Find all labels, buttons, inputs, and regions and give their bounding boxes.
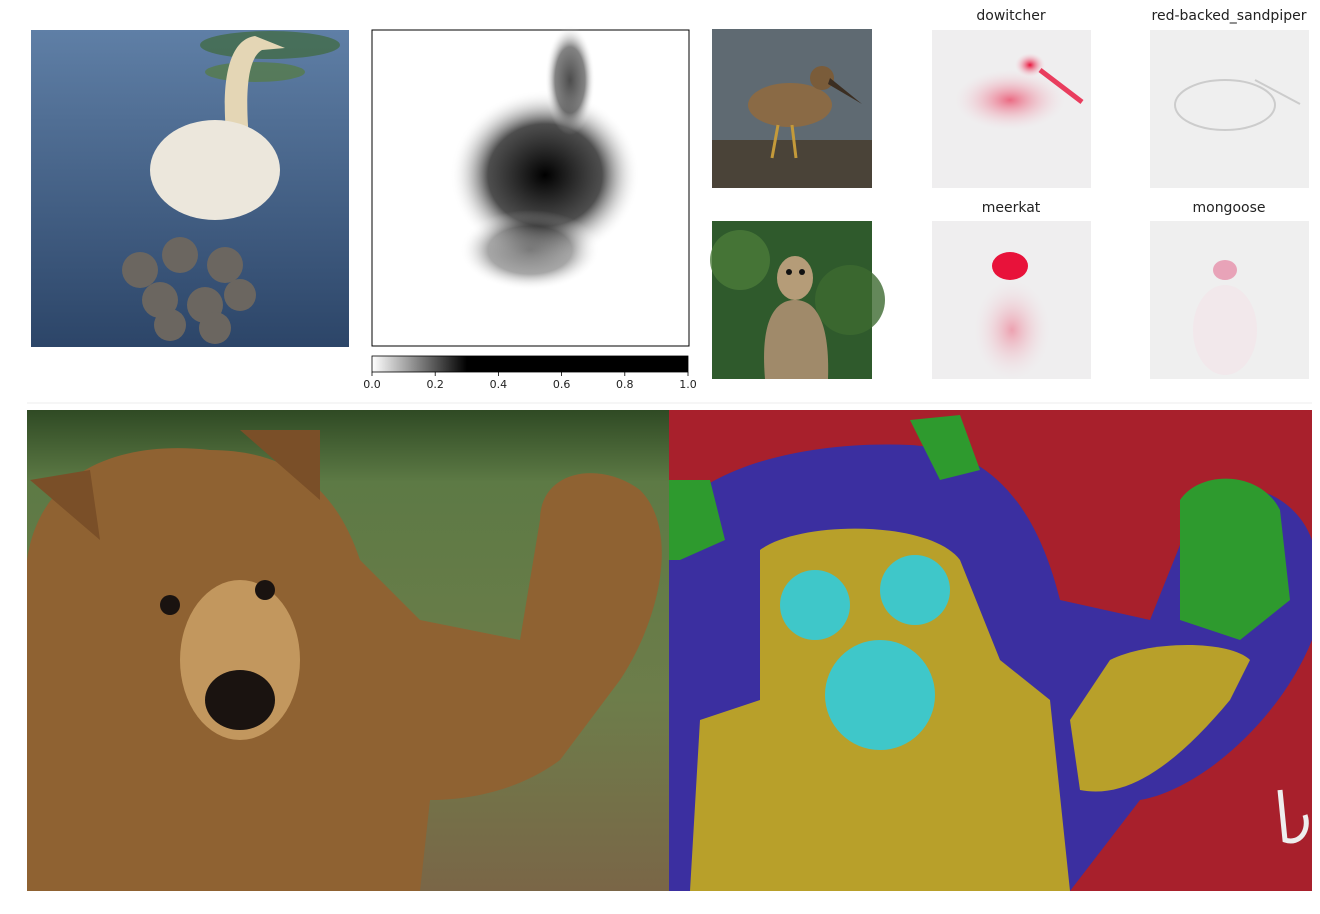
segmentation-overlay bbox=[669, 410, 1312, 891]
heatmap-red-backed-sandpiper bbox=[1150, 30, 1309, 188]
colorbar-tick-label: 0.6 bbox=[553, 378, 571, 391]
panel-title: red-backed_sandpiper bbox=[1152, 8, 1307, 24]
colorbar bbox=[371, 355, 689, 373]
colorbar-tick-label: 1.0 bbox=[679, 378, 697, 391]
colorbar-tick-label: 0.8 bbox=[616, 378, 634, 391]
panel-title: meerkat bbox=[982, 200, 1041, 216]
heatmap-mongoose bbox=[1150, 221, 1309, 379]
panel-title: dowitcher bbox=[976, 8, 1045, 24]
heatmap-meerkat bbox=[932, 221, 1091, 380]
colorbar-tick-label: 0.4 bbox=[490, 378, 508, 391]
swan-photo bbox=[31, 30, 349, 347]
snipe-photo bbox=[712, 29, 872, 188]
colorbar-tick-label: 0.2 bbox=[426, 378, 444, 391]
colorbar-tick-label: 0.0 bbox=[363, 378, 381, 391]
heatmap-dowitcher bbox=[932, 30, 1091, 188]
panel-title: mongoose bbox=[1192, 200, 1265, 216]
meerkat-photo bbox=[710, 221, 885, 379]
saliency-map bbox=[371, 25, 690, 347]
bear-photo bbox=[27, 410, 669, 891]
